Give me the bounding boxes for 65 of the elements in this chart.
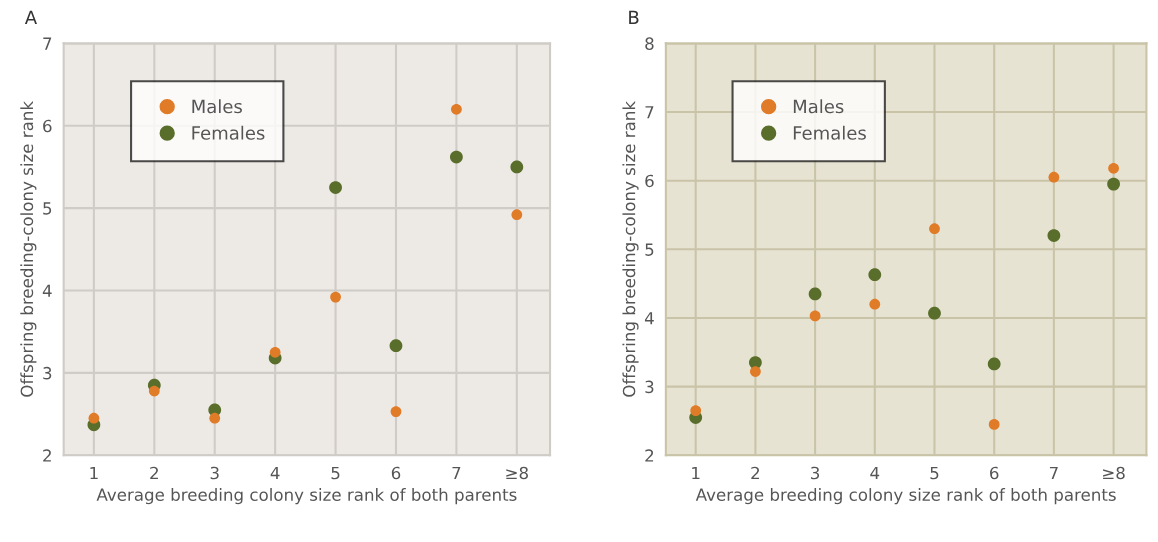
point	[929, 223, 940, 235]
y-tick-label: 3	[43, 366, 52, 380]
x-tick-label: ≥8	[506, 466, 528, 480]
point	[148, 385, 160, 397]
point	[1108, 162, 1119, 174]
legend-label: Males	[192, 99, 242, 114]
x-tick-label: 2	[150, 466, 158, 480]
x-tick-label: 1	[90, 466, 98, 480]
x-tick-label: 7	[1049, 466, 1058, 480]
point	[987, 357, 1001, 371]
legend-label: Females	[192, 125, 265, 140]
x-axis-title: Average breeding colony size rank of both parents	[96, 488, 517, 505]
point	[1107, 177, 1120, 191]
x-axis-title: Average breeding colony size rank of both parents	[695, 488, 1116, 505]
chart-title: A	[24, 10, 37, 24]
point	[389, 339, 403, 353]
point	[209, 412, 221, 424]
y-tick-label: 3	[645, 380, 654, 394]
point	[511, 209, 523, 221]
y-axis-title: Offspring breeding-colony size rank	[622, 100, 639, 397]
point	[510, 160, 524, 174]
point	[690, 405, 702, 417]
y-tick-label: 7	[645, 106, 654, 119]
x-tick-label: 6	[391, 466, 401, 480]
legend-label: Females	[793, 125, 866, 140]
x-tick-label: ≥8	[1103, 466, 1125, 480]
point	[928, 306, 941, 320]
chart-title: B	[629, 10, 639, 24]
x-tick-label: 6	[990, 466, 999, 480]
x-tick-label: 3	[811, 466, 820, 480]
point	[1047, 229, 1061, 242]
x-tick-label: 4	[270, 466, 280, 480]
x-tick-label: 5	[930, 466, 939, 480]
point	[269, 346, 281, 358]
y-tick-label: 8	[645, 37, 654, 50]
y-tick-label: 5	[645, 243, 654, 256]
y-tick-label: 7	[43, 37, 52, 50]
point	[451, 103, 462, 115]
point	[808, 287, 822, 301]
x-tick-label: 4	[870, 466, 880, 480]
point	[329, 181, 342, 194]
point	[988, 419, 1000, 430]
y-tick-label: 5	[43, 202, 52, 215]
legend-label: Males	[793, 99, 844, 114]
x-tick-label: 7	[452, 466, 461, 480]
point	[868, 268, 882, 282]
y-tick-label: 6	[43, 119, 52, 133]
y-tick-label: 2	[43, 449, 51, 462]
x-tick-label: 3	[210, 466, 219, 480]
point	[450, 150, 463, 164]
point	[88, 412, 100, 424]
x-tick-label: 2	[751, 466, 760, 480]
point	[809, 310, 821, 322]
point	[750, 366, 761, 377]
point	[390, 406, 402, 417]
y-axis-title: Offspring breeding-colony size rank	[20, 100, 37, 397]
y-tick-label: 4	[42, 284, 52, 297]
point	[869, 298, 881, 310]
point	[330, 291, 341, 303]
point	[1048, 171, 1060, 183]
y-tick-label: 6	[645, 174, 654, 188]
y-tick-label: 2	[645, 449, 654, 462]
x-tick-label: 5	[331, 466, 340, 480]
y-tick-label: 4	[644, 312, 654, 325]
x-tick-label: 1	[692, 466, 700, 480]
